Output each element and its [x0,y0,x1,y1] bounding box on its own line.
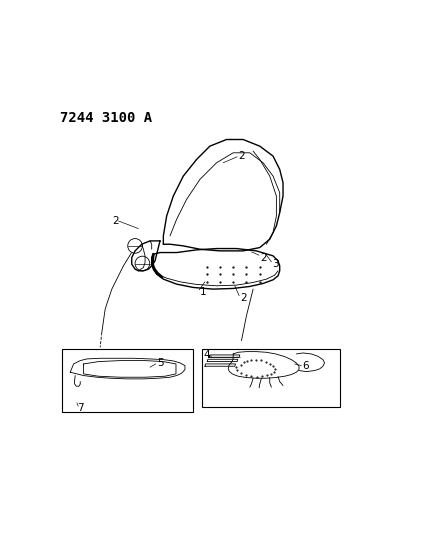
FancyBboxPatch shape [62,349,193,412]
Text: 2: 2 [260,253,266,263]
Text: 2: 2 [112,216,118,226]
Text: 4: 4 [204,350,211,360]
Text: 2: 2 [240,294,246,303]
FancyBboxPatch shape [202,349,340,407]
Text: 3: 3 [272,259,279,269]
Text: 7: 7 [77,403,84,413]
Text: 7244 3100 A: 7244 3100 A [60,111,152,125]
Text: 6: 6 [302,361,309,372]
Text: 2: 2 [238,151,245,161]
Text: 1: 1 [200,287,206,297]
Text: 5: 5 [157,358,163,368]
